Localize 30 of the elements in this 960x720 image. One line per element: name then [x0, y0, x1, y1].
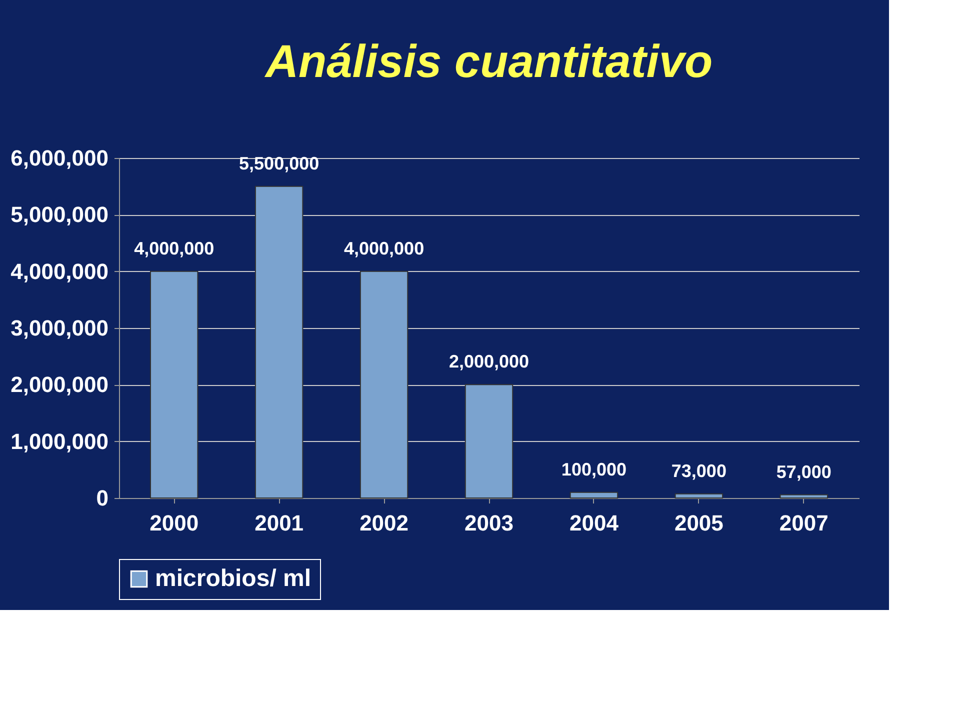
- chart-title: Análisis cuantitativo: [264, 35, 713, 87]
- bar: [464, 384, 514, 498]
- bar: [360, 270, 408, 498]
- x-tick-label: 2007: [779, 510, 828, 536]
- data-label: 100,000: [561, 459, 627, 480]
- bar: [254, 186, 304, 498]
- x-tick-label: 2002: [360, 510, 409, 536]
- data-label: 4,000,000: [134, 238, 214, 258]
- y-tick-label: 4,000,000: [10, 258, 108, 284]
- y-tick-label: 6,000,000: [10, 146, 108, 170]
- data-label: 2,000,000: [448, 352, 530, 372]
- x-tick-label: 2004: [569, 510, 620, 536]
- x-tick-label: 2000: [150, 510, 199, 536]
- y-tick-label: 1,000,000: [10, 428, 108, 454]
- y-tick-label: 0: [96, 486, 108, 510]
- bar: [570, 492, 618, 498]
- bar: [780, 494, 828, 498]
- y-tick-label: 2,000,000: [10, 372, 108, 398]
- x-tick-label: 2001: [254, 510, 304, 536]
- y-tick-label: 5,000,000: [10, 202, 108, 228]
- x-tick-label: 2005: [674, 510, 724, 536]
- legend-label: microbios/ ml: [155, 565, 312, 592]
- data-label: 57,000: [776, 462, 832, 482]
- x-tick-label: 2003: [464, 510, 514, 536]
- bar: [150, 270, 198, 498]
- y-tick-label: 3,000,000: [10, 316, 108, 340]
- bar: [674, 493, 724, 498]
- data-label: 73,000: [671, 460, 726, 481]
- data-label: 4,000,000: [344, 238, 424, 258]
- data-label: 5,500,000: [239, 153, 320, 174]
